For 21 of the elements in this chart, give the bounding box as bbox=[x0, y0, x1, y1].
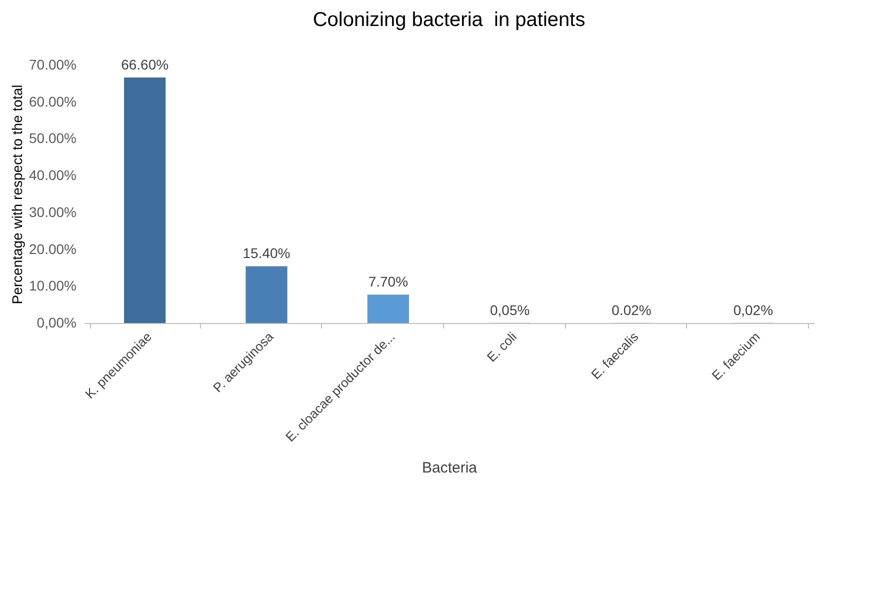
data-label: 0,02% bbox=[733, 302, 774, 318]
y-tick-label: 50.00% bbox=[29, 130, 76, 146]
y-tick-label: 40.00% bbox=[29, 167, 76, 184]
bar bbox=[246, 266, 288, 323]
x-axis-title: Bacteria bbox=[422, 459, 478, 476]
data-label: 7.70% bbox=[368, 274, 408, 290]
data-label: 0.02% bbox=[612, 302, 652, 318]
y-tick-label: 60.00% bbox=[29, 93, 76, 110]
bar bbox=[367, 294, 409, 323]
y-axis-title: Percentage with respect to the total bbox=[9, 84, 26, 304]
y-tick-label: 10.00% bbox=[29, 278, 76, 294]
chart-title: Colonizing bacteria in patients bbox=[312, 9, 586, 31]
y-tick-label: 20.00% bbox=[29, 240, 76, 257]
data-label: 15.40% bbox=[242, 245, 290, 262]
data-label: 0,05% bbox=[490, 302, 530, 318]
x-tick-label: E. coli bbox=[484, 329, 520, 365]
y-tick-label: 70.00% bbox=[29, 56, 76, 72]
y-tick-label: 30.00% bbox=[29, 204, 76, 220]
y-tick-label: 0,00% bbox=[36, 314, 76, 330]
data-label: 66.60% bbox=[121, 56, 169, 73]
bar bbox=[124, 78, 166, 323]
